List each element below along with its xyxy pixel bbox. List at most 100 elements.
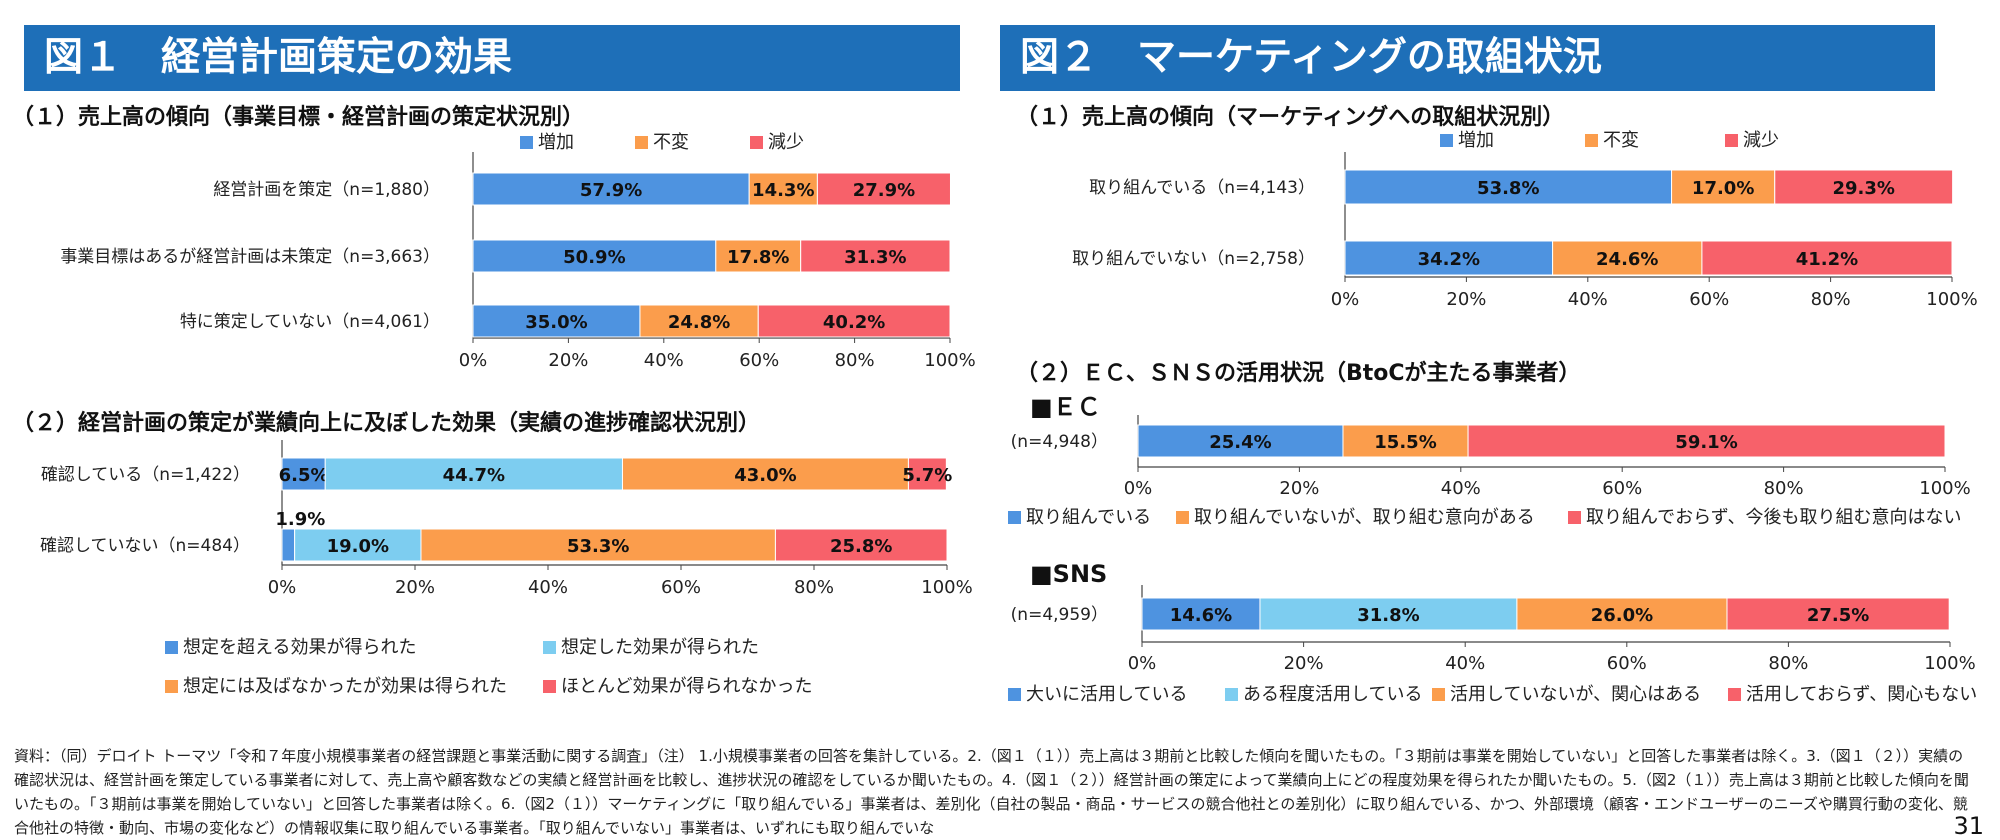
x-tick-label: 100% <box>1926 289 1977 310</box>
fig2-sub1-heading: （１）売上高の傾向（マーケティングへの取組状況別） <box>1016 105 1565 130</box>
x-tick-label: 100% <box>1919 478 1970 499</box>
data-label: 57.9% <box>580 180 642 201</box>
x-tick-label: 20% <box>1446 289 1486 310</box>
data-label: 34.2% <box>1418 249 1480 270</box>
data-label: 29.3% <box>1832 178 1894 199</box>
legend-label: 減少 <box>768 132 804 153</box>
legend-label: 取り組んでおらず、今後も取り組む意向はない <box>1586 507 1961 528</box>
bar-segment <box>1467 424 1946 458</box>
category-label: (n=4,959） <box>1011 605 1108 625</box>
fig1-2-chart: 0% 20% 40% 60% 80% 100% 確認している（n=1,422） 6.5% 44.… <box>40 440 973 697</box>
x-tick-label: 40% <box>644 350 684 371</box>
category-label: (n=4,948） <box>1011 432 1108 452</box>
x-tick-label: 0% <box>459 350 488 371</box>
x-tick-label: 80% <box>1768 653 1808 674</box>
data-label: 17.0% <box>1692 178 1754 199</box>
legend-swatch <box>1440 134 1453 147</box>
x-tick-label: 100% <box>921 577 972 598</box>
data-label: 1.9% <box>275 509 325 530</box>
legend-swatch <box>1008 511 1021 524</box>
legend-label: ある程度活用している <box>1243 684 1422 705</box>
sns-heading: ■SNS <box>1030 560 1108 588</box>
fig1-sub2-heading: （２）経営計画の策定が業績向上に及ぼした効果（実績の進捗確認状況別） <box>12 411 761 436</box>
bar-segment <box>324 457 623 491</box>
legend-label: 想定した効果が得られた <box>561 637 759 658</box>
bar-segment <box>1137 424 1344 458</box>
bar-segment <box>800 239 951 273</box>
bar-segment <box>281 528 296 562</box>
x-tick-label: 40% <box>528 577 568 598</box>
legend-swatch <box>1225 688 1238 701</box>
bar-segment <box>1141 597 1261 631</box>
x-tick-label: 100% <box>924 350 975 371</box>
x-tick-label: 80% <box>794 577 834 598</box>
bar-segment <box>1726 597 1950 631</box>
data-label: 14.6% <box>1170 605 1232 626</box>
x-tick-label: 0% <box>1331 289 1360 310</box>
legend-label: 想定には及ばなかったが効果は得られた <box>183 676 507 697</box>
x-tick-label: 60% <box>1607 653 1647 674</box>
data-label: 53.8% <box>1477 178 1539 199</box>
x-tick-label: 40% <box>1441 478 1481 499</box>
bar-segment <box>281 457 326 491</box>
legend-label: ほとんど効果が得られなかった <box>561 676 812 697</box>
legend-swatch <box>1568 511 1581 524</box>
data-label: 6.5% <box>279 465 329 486</box>
bar-segment <box>1671 169 1776 205</box>
legend-label: 取り組んでいる <box>1026 507 1151 528</box>
legend-swatch <box>1725 134 1738 147</box>
x-tick-label: 20% <box>1284 653 1324 674</box>
category-label: 取り組んでいる（n=4,143） <box>1089 178 1315 198</box>
page-number: 31 <box>1953 812 1984 840</box>
x-tick-label: 60% <box>661 577 701 598</box>
ec-heading: ■ＥＣ <box>1030 393 1101 421</box>
bar-segment <box>294 528 422 562</box>
bar-segment <box>1344 240 1554 276</box>
legend-swatch <box>1432 688 1445 701</box>
footer-note: 資料：（同）デロイト トーマツ「令和７年度小規模事業者の経営課題と事業活動に関す… <box>14 747 1969 837</box>
data-label: 43.0% <box>734 465 796 486</box>
legend-swatch <box>520 136 533 149</box>
data-label: 19.0% <box>327 536 389 557</box>
legend-swatch <box>543 680 556 693</box>
fig2-title-banner: 図２ マーケティングの取組状況 <box>1000 25 1935 91</box>
x-tick-label: 60% <box>1602 478 1642 499</box>
data-label: 5.7% <box>902 465 952 486</box>
data-label: 31.8% <box>1357 605 1419 626</box>
x-tick-label: 20% <box>1279 478 1319 499</box>
legend-swatch <box>543 641 556 654</box>
legend-label: 活用しておらず、関心もない <box>1746 684 1977 705</box>
x-tick-label: 60% <box>1689 289 1729 310</box>
legend-label: 大いに活用している <box>1026 684 1187 705</box>
data-label: 24.8% <box>668 312 730 333</box>
x-tick-label: 60% <box>739 350 779 371</box>
category-label: 確認していない（n=484） <box>40 536 250 556</box>
data-label: 35.0% <box>525 312 587 333</box>
legend-label: 増加 <box>538 132 574 153</box>
category-label: 取り組んでいない（n=2,758） <box>1072 249 1315 269</box>
bar-segment <box>420 528 776 562</box>
category-label: 特に策定していない（n=4,061） <box>180 312 440 332</box>
x-tick-label: 20% <box>548 350 588 371</box>
bar-segment <box>1342 424 1469 458</box>
category-label: 経営計画を策定（n=1,880） <box>213 180 440 200</box>
bar-segment <box>621 457 909 491</box>
data-label: 27.9% <box>853 180 915 201</box>
x-tick-label: 80% <box>835 350 875 371</box>
data-label: 17.8% <box>727 247 789 268</box>
legend-swatch <box>1728 688 1741 701</box>
legend-label: 取り組んでいないが、取り組む意向がある <box>1194 507 1535 528</box>
x-tick-label: 0% <box>1128 653 1157 674</box>
data-label: 15.5% <box>1374 432 1436 453</box>
x-tick-label: 80% <box>1811 289 1851 310</box>
legend-swatch <box>750 136 763 149</box>
fig2-1-chart: 0% 20% 40% 60% 80% 100% 取り組んでいる（n=4,143） 53.8% 1… <box>1072 130 1978 310</box>
x-tick-label: 40% <box>1445 653 1485 674</box>
bar-segment <box>757 304 951 338</box>
bar-segment <box>1259 597 1518 631</box>
x-tick-label: 0% <box>268 577 297 598</box>
fig2-sub2-heading: （２）ＥＣ、ＳＮＳの活用状況（BtoCが主たる事業者） <box>1016 361 1581 386</box>
legend-label: 活用していないが、関心はある <box>1450 684 1701 705</box>
x-tick-label: 80% <box>1764 478 1804 499</box>
legend-swatch <box>635 136 648 149</box>
